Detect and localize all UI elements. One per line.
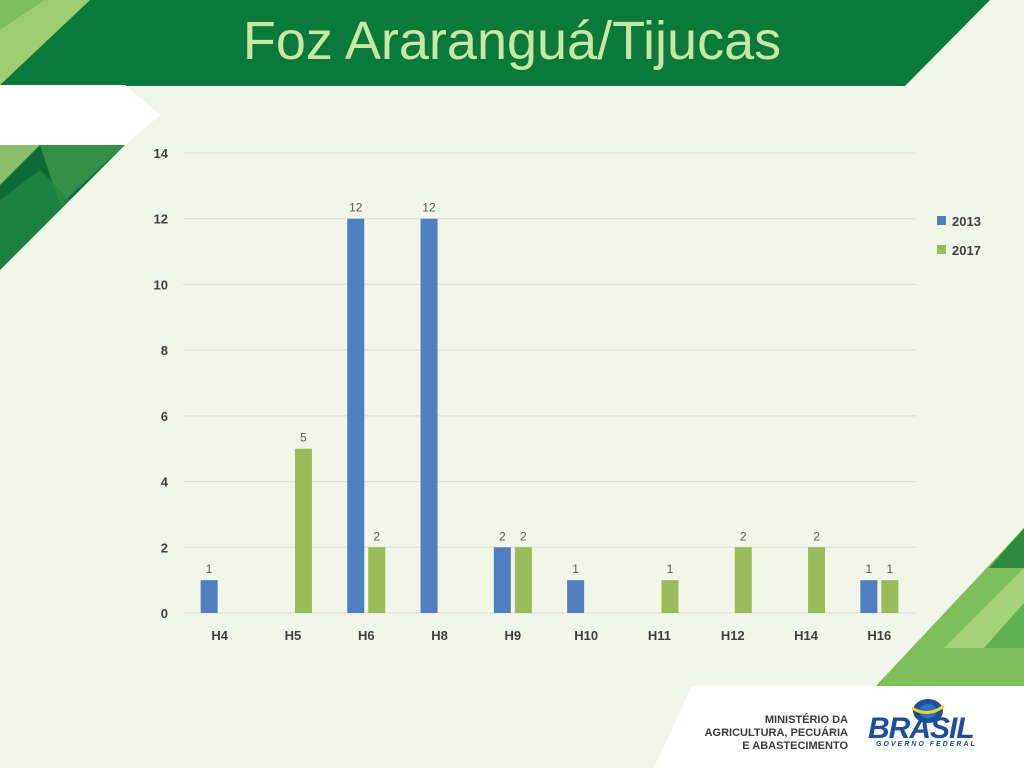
ministry-line-2: AGRICULTURA, PECUÁRIA (704, 727, 848, 739)
y-tick-label: 6 (161, 409, 168, 424)
legend-swatch-2013 (937, 216, 946, 225)
x-tick-label: H6 (358, 628, 375, 643)
brasil-logo-word: BRASIL (868, 712, 975, 745)
legend-label: 2013 (952, 214, 981, 229)
y-tick-label: 10 (154, 277, 168, 292)
x-tick-label: H8 (431, 628, 448, 643)
bar-2017-H12 (734, 547, 752, 613)
bar-2017-H11 (661, 580, 679, 613)
y-tick-label: 12 (154, 212, 168, 227)
right-corner-decoration (874, 528, 1024, 688)
bar-2017-H5 (294, 448, 312, 613)
x-tick-label: H12 (721, 628, 745, 643)
legend-label: 2017 (952, 243, 981, 258)
data-label: 2 (499, 529, 506, 543)
data-label: 2 (373, 529, 380, 543)
left-corner-decoration (0, 0, 160, 270)
x-tick-label: H10 (574, 628, 598, 643)
data-label: 1 (667, 562, 674, 576)
slide-title: Foz Araranguá/Tijucas (242, 11, 782, 71)
bar-2017-H6 (368, 547, 386, 613)
governo-federal-label: GOVERNO FEDERAL (876, 741, 977, 748)
bar-2013-H16 (860, 580, 878, 613)
y-tick-label: 8 (161, 343, 168, 358)
x-tick-label: H9 (505, 628, 522, 643)
ministry-line-1: MINISTÉRIO DA (764, 714, 848, 726)
data-label: 1 (866, 562, 873, 576)
data-label: 12 (349, 201, 363, 215)
x-tick-label: H14 (794, 628, 819, 643)
bar-2013-H4 (200, 580, 218, 613)
ministry-line-3: E ABASTECIMENTO (742, 740, 848, 752)
x-tick-label: H4 (211, 628, 228, 643)
data-label: 2 (520, 529, 527, 543)
bar-2013-H6 (347, 218, 365, 613)
y-tick-label: 2 (161, 540, 168, 555)
x-tick-label: H16 (867, 628, 891, 643)
bar-2017-H9 (514, 547, 532, 613)
bar-2013-H9 (493, 547, 511, 613)
bar-2013-H10 (567, 580, 585, 613)
legend-swatch-2017 (937, 245, 946, 254)
bar-2013-H8 (420, 218, 438, 613)
x-tick-label: H11 (648, 628, 671, 643)
y-tick-label: 14 (154, 146, 169, 161)
x-tick-label: H5 (285, 628, 302, 643)
globe-icon (911, 699, 945, 723)
data-label: 1 (572, 562, 579, 576)
data-label: 1 (206, 562, 213, 576)
y-tick-label: 0 (161, 606, 168, 621)
data-label: 2 (740, 529, 747, 543)
data-label: 1 (887, 562, 894, 576)
data-label: 5 (300, 431, 307, 445)
title-band (0, 0, 990, 86)
data-label: 12 (422, 201, 436, 215)
bar-2017-H16 (881, 580, 899, 613)
y-tick-label: 4 (161, 475, 169, 490)
data-label: 2 (813, 529, 820, 543)
bar-2017-H14 (808, 547, 826, 613)
